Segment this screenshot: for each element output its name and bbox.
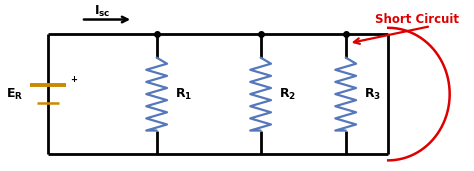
Text: Short Circuit: Short Circuit [375, 13, 459, 26]
Text: +: + [70, 76, 77, 84]
Text: $\mathbf{R_2}$: $\mathbf{R_2}$ [279, 87, 296, 102]
Text: $\mathbf{I_{sc}}$: $\mathbf{I_{sc}}$ [94, 4, 110, 19]
Text: $\mathbf{R_3}$: $\mathbf{R_3}$ [364, 87, 381, 102]
Text: $\mathbf{R_1}$: $\mathbf{R_1}$ [174, 87, 192, 102]
Text: $\mathbf{E_R}$: $\mathbf{E_R}$ [6, 87, 24, 102]
